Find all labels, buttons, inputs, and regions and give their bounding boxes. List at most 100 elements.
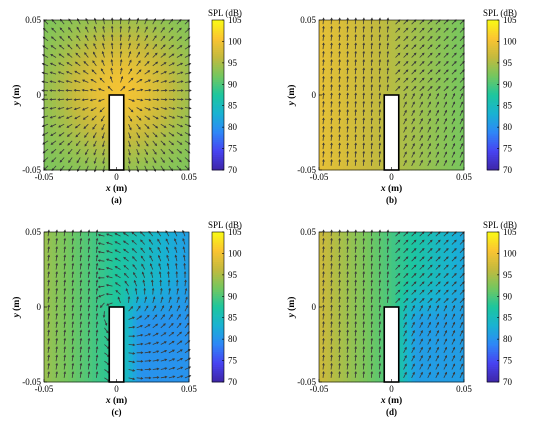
flow-arrow xyxy=(338,126,341,133)
heatmap-cell xyxy=(52,120,57,125)
heatmap-cell xyxy=(104,261,109,266)
heatmap-cell xyxy=(164,145,170,150)
heatmap-cell xyxy=(48,290,53,295)
flow-arrow xyxy=(152,52,158,58)
flow-arrow xyxy=(128,149,131,156)
heatmap-cell xyxy=(116,74,121,79)
heatmap-cell xyxy=(64,361,69,366)
heatmap-cell xyxy=(180,157,186,163)
flow-arrow xyxy=(184,72,191,75)
heatmap-cell xyxy=(443,161,449,167)
flow-arrow xyxy=(443,93,447,100)
heatmap-cell xyxy=(104,357,109,362)
heatmap-cell xyxy=(104,252,109,258)
heatmap-cell xyxy=(415,136,421,142)
heatmap-cell xyxy=(455,161,461,167)
heatmap-cell xyxy=(52,282,57,287)
heatmap-cell xyxy=(152,124,158,129)
heatmap-cell xyxy=(104,103,109,108)
flow-arrow xyxy=(102,26,105,33)
heatmap-cell xyxy=(176,53,182,58)
heatmap-cell xyxy=(375,140,380,146)
heatmap-cell xyxy=(104,95,109,100)
heatmap-cell xyxy=(80,161,85,167)
heatmap-cell xyxy=(76,124,81,129)
flow-arrow xyxy=(370,101,373,108)
flow-arrow xyxy=(411,126,415,133)
heatmap-cell xyxy=(403,132,408,138)
heatmap-cell xyxy=(156,124,162,129)
heatmap-cell xyxy=(60,348,65,354)
heatmap-cell xyxy=(64,161,69,167)
heatmap-cell xyxy=(80,261,85,266)
heatmap-cell xyxy=(339,149,344,154)
flow-arrow xyxy=(370,109,373,116)
heatmap-cell xyxy=(355,53,360,58)
heatmap-cell xyxy=(76,286,81,291)
colorbar-step xyxy=(487,144,499,147)
heatmap-cell xyxy=(64,120,69,125)
flow-arrowhead xyxy=(362,75,366,79)
heatmap-cell xyxy=(379,161,384,167)
heatmap-cell xyxy=(120,82,125,88)
colorbar-step xyxy=(487,62,499,66)
y-tick-label: -0.05 xyxy=(297,165,316,175)
heatmap-cell xyxy=(423,103,429,108)
heatmap-cell xyxy=(323,153,328,158)
flow-arrowhead xyxy=(171,36,174,39)
heatmap-cell xyxy=(96,232,101,237)
flow-arrowhead xyxy=(378,59,382,62)
heatmap-cell xyxy=(56,65,61,71)
heatmap-cell xyxy=(156,132,162,138)
flow-arrowhead xyxy=(172,98,176,101)
heatmap-cell xyxy=(100,136,105,142)
flow-arrowhead xyxy=(338,109,341,112)
flow-arrowhead xyxy=(397,36,401,39)
heatmap-cell xyxy=(128,311,133,316)
heatmap-cell xyxy=(88,36,93,42)
heatmap-cell xyxy=(331,165,336,171)
flow-arrowhead xyxy=(378,92,382,96)
colorbar-step xyxy=(487,131,499,134)
heatmap-cell xyxy=(423,53,429,58)
flow-arrowhead xyxy=(386,34,390,37)
heatmap-cell xyxy=(48,327,53,333)
flow-arrowhead xyxy=(41,106,45,110)
flow-arrow xyxy=(427,61,433,67)
heatmap-cell xyxy=(439,57,445,63)
heatmap-cell xyxy=(323,53,328,58)
heatmap-cell xyxy=(76,32,81,38)
heatmap-cell xyxy=(124,319,129,325)
heatmap-cell xyxy=(347,86,352,92)
heatmap-cell xyxy=(124,232,129,237)
heatmap-cell xyxy=(148,49,154,54)
flow-arrowhead xyxy=(322,150,325,154)
heatmap-cell xyxy=(415,124,421,129)
flow-arrowhead xyxy=(179,142,183,145)
heatmap-cell xyxy=(88,157,93,163)
heatmap-cell xyxy=(335,53,340,58)
flow-arrowhead xyxy=(128,42,132,46)
heatmap-cell xyxy=(343,145,348,150)
heatmap-cell xyxy=(128,315,133,320)
heatmap-cell xyxy=(76,252,81,258)
flow-arrowhead xyxy=(110,42,114,46)
heatmap-cell xyxy=(439,115,445,121)
heatmap-cell xyxy=(72,315,77,320)
heatmap-cell xyxy=(96,286,101,291)
heatmap-cell xyxy=(359,111,364,117)
flow-arrow xyxy=(451,27,457,33)
heatmap-cell xyxy=(72,365,77,370)
heatmap-cell xyxy=(72,298,77,304)
heatmap-cell xyxy=(128,82,133,88)
flow-arrow xyxy=(110,76,113,83)
heatmap-cell xyxy=(403,140,408,146)
heatmap-cell xyxy=(148,124,154,129)
heatmap-cell xyxy=(112,74,117,79)
heatmap-cell xyxy=(88,377,93,383)
heatmap-cell xyxy=(359,140,364,146)
heatmap-cell xyxy=(124,269,129,275)
heatmap-cell xyxy=(44,161,49,167)
heatmap-cell xyxy=(331,157,336,163)
heatmap-cell xyxy=(44,86,49,92)
